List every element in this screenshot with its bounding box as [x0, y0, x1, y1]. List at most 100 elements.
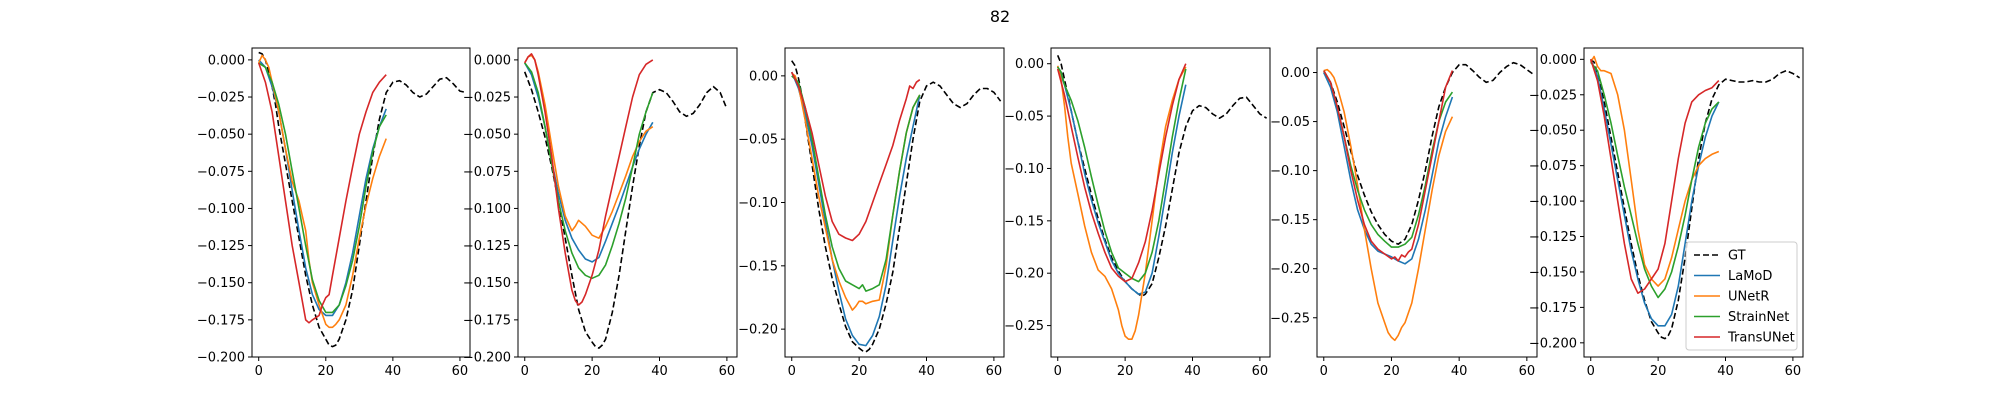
y-tick-label: −0.175	[1529, 301, 1577, 316]
y-tick-label: −0.075	[463, 165, 511, 180]
legend-label-strainnet: StrainNet	[1728, 310, 1789, 325]
y-tick-label: −0.15	[738, 259, 778, 274]
y-tick-label: 0.000	[208, 53, 245, 68]
x-tick-label: 0	[521, 364, 529, 379]
x-tick-label: 0	[1054, 364, 1062, 379]
y-tick-label: −0.025	[463, 91, 511, 106]
subplot-5: 0 20 40 60 0.00 −0.05 −0.10 −0.15 −0.20 −0.25	[1270, 47, 1538, 379]
figure-suptitle: 82	[990, 7, 1010, 26]
subplot-3: 0 20 40 60 0.00 −0.05 −0.10 −0.15 −0.20	[738, 47, 1005, 379]
series-line-gt	[1323, 61, 1535, 245]
legend-label-gt: GT	[1728, 249, 1746, 264]
series-line-transunet	[257, 62, 387, 324]
y-tick-label: −0.05	[738, 133, 778, 148]
y-tick-label: −0.125	[463, 239, 511, 254]
series-lines	[1323, 61, 1535, 342]
series-line-unetr	[1590, 55, 1720, 287]
series-lines	[257, 51, 467, 348]
x-tick-label: 40	[918, 364, 935, 379]
series-line-strainnet	[524, 62, 654, 280]
x-tick-label: 20	[1383, 364, 1400, 379]
y-tick-label: −0.10	[738, 196, 778, 211]
x-tick-label: 60	[452, 364, 469, 379]
y-tick-label: −0.175	[463, 313, 511, 328]
x-tick-label: 0	[1320, 364, 1328, 379]
y-tick-label: 0.00	[1281, 66, 1310, 81]
y-tick-label: −0.200	[463, 351, 511, 366]
y-tick-label: −0.200	[1529, 336, 1577, 351]
y-tick-label: −0.05	[1270, 115, 1310, 130]
y-tick-label: −0.25	[1004, 319, 1044, 334]
x-tick-label: 60	[1519, 364, 1536, 379]
y-tick-label: −0.15	[1004, 214, 1044, 229]
legend-label-transunet: TransUNet	[1727, 331, 1795, 346]
y-tick-label: 0.000	[1540, 53, 1577, 68]
y-tick-label: −0.10	[1270, 164, 1310, 179]
series-line-transunet	[1323, 70, 1454, 262]
series-line-gt	[258, 51, 467, 348]
x-tick-label: 60	[719, 364, 736, 379]
y-tick-label: −0.150	[1529, 265, 1577, 280]
y-tick-label: −0.100	[197, 202, 245, 217]
y-tick-label: 0.000	[474, 53, 511, 68]
x-tick-label: 40	[1717, 364, 1734, 379]
y-tick-label: −0.175	[197, 313, 245, 328]
series-lines	[1589, 55, 1801, 340]
legend-box	[1685, 241, 1798, 351]
series-line-lamod	[790, 71, 921, 347]
y-tick-label: −0.05	[1004, 110, 1044, 125]
x-tick-label: 20	[318, 364, 335, 379]
axes-frame	[251, 47, 471, 358]
x-tick-label: 40	[651, 364, 668, 379]
legend: GT LaMoD UNetR StrainNet TransUNet	[1685, 241, 1798, 351]
y-tick-label: −0.050	[463, 128, 511, 143]
series-line-transunet	[790, 71, 921, 242]
y-tick-label: −0.025	[1529, 88, 1577, 103]
y-tick-label: −0.025	[197, 91, 245, 106]
series-lines	[790, 60, 1002, 353]
y-tick-label: 0.00	[749, 69, 778, 84]
y-tick-label: −0.050	[1529, 124, 1577, 139]
series-line-lamod	[1056, 66, 1187, 296]
axes-frame	[1583, 47, 1804, 358]
series-line-unetr	[1323, 68, 1454, 342]
y-tick-label: −0.100	[1529, 195, 1577, 210]
y-tick-label: −0.20	[1004, 267, 1044, 282]
series-line-strainnet	[791, 75, 921, 292]
x-tick-label: 0	[788, 364, 796, 379]
series-line-lamod	[1323, 72, 1454, 265]
y-tick-label: 0.00	[1015, 57, 1044, 72]
legend-label-unetr: UNetR	[1728, 290, 1769, 305]
x-tick-label: 0	[1587, 364, 1595, 379]
series-line-strainnet	[1590, 61, 1720, 299]
series-line-transunet	[1589, 59, 1720, 295]
series-line-unetr	[1056, 65, 1187, 341]
x-tick-label: 60	[1252, 364, 1269, 379]
x-tick-label: 40	[1184, 364, 1201, 379]
series-line-gt	[1590, 58, 1801, 340]
y-tick-label: −0.10	[1004, 162, 1044, 177]
x-tick-label: 20	[1117, 364, 1134, 379]
axes-frame	[1316, 47, 1538, 358]
x-tick-label: 20	[584, 364, 601, 379]
series-line-strainnet	[1057, 66, 1187, 283]
y-tick-label: −0.075	[197, 165, 245, 180]
y-tick-label: −0.125	[197, 239, 245, 254]
y-tick-label: −0.200	[197, 351, 245, 366]
y-tick-label: −0.150	[197, 276, 245, 291]
series-lines	[523, 53, 728, 349]
subplot-6: 0 20 40 60 0.000 −0.025 −0.050 −0.075 −0.100 −0.1…	[1529, 47, 1804, 379]
y-tick-label: −0.25	[1270, 311, 1310, 326]
axes-frame	[517, 47, 738, 358]
y-tick-label: −0.20	[1270, 262, 1310, 277]
x-tick-label: 40	[385, 364, 402, 379]
x-tick-label: 40	[1451, 364, 1468, 379]
series-line-gt	[791, 60, 1002, 353]
series-line-gt	[1056, 54, 1268, 298]
subplot-2: 0 20 40 60 0.000 −0.025 −0.050 −0.075 −0.100 −0.1…	[463, 47, 738, 379]
x-tick-label: 0	[255, 364, 263, 379]
subplots: 0 20 40 600.000−0.025−0.050−0.075−0.100−0.1…	[197, 47, 1804, 379]
y-tick-label: −0.100	[463, 202, 511, 217]
